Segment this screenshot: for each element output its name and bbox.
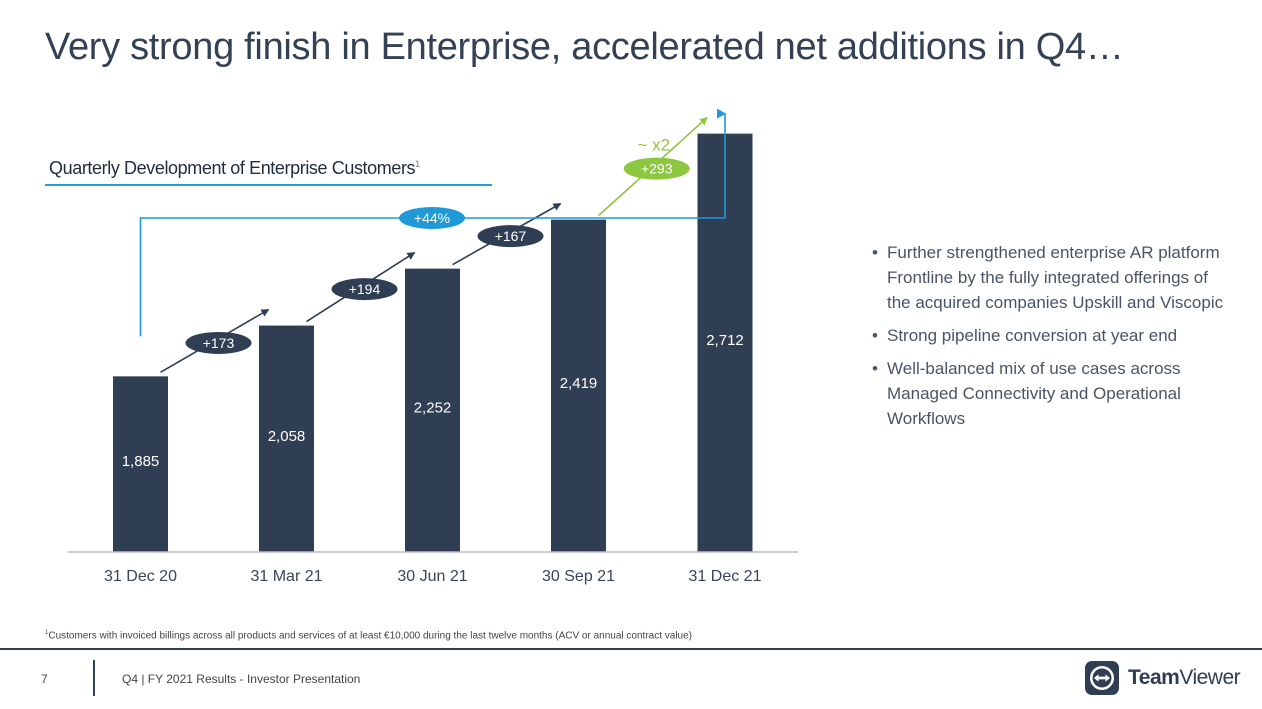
bar <box>405 268 460 552</box>
x-tick-label: 30 Jun 21 <box>397 568 467 585</box>
teamviewer-logo-icon <box>1085 661 1119 695</box>
bullet-item: Further strengthened enterprise AR platf… <box>870 240 1230 315</box>
x-tick-label: 31 Mar 21 <box>250 568 322 585</box>
data-label: 2,058 <box>268 428 306 445</box>
net-additions-badge <box>477 225 544 248</box>
footer-divider <box>0 648 1262 650</box>
data-label: 2,712 <box>706 332 744 349</box>
net-additions-label: +173 <box>203 335 235 351</box>
bar <box>551 219 606 552</box>
x-tick-label: 31 Dec 20 <box>104 568 177 585</box>
data-label: 2,419 <box>560 375 598 392</box>
logo-word-bold: Team <box>1128 666 1180 689</box>
logo-word-regular: Viewer <box>1179 666 1241 689</box>
bullet-item: Well-balanced mix of use cases across Ma… <box>870 356 1230 431</box>
growth-multiplier-label: ~ x2 <box>637 136 670 155</box>
logo-wordmark: TeamViewer <box>1128 666 1241 690</box>
footer-separator <box>93 660 95 696</box>
net-additions-badge <box>331 278 398 301</box>
chart-title-text: Quarterly Development of Enterprise Cust… <box>49 158 416 178</box>
footnote-ref: 1 <box>45 630 49 636</box>
net-additions-badge <box>185 331 252 354</box>
bullet-item: Strong pipeline conversion at year end <box>870 323 1230 348</box>
total-growth-label: +44% <box>414 210 450 226</box>
chart-title: Quarterly Development of Enterprise Cust… <box>49 158 420 179</box>
net-additions-label: +167 <box>495 228 527 244</box>
chart-title-underline <box>45 184 492 186</box>
total-growth-badge <box>399 207 465 229</box>
page-number: 7 <box>41 672 48 686</box>
x-tick-label: 30 Sep 21 <box>542 568 615 585</box>
net-additions-label: +293 <box>641 161 673 177</box>
data-label: 2,252 <box>414 399 452 416</box>
net-additions-badge <box>623 157 690 180</box>
net-additions-label: +194 <box>349 281 381 297</box>
bullet-list: Further strengthened enterprise AR platf… <box>870 240 1230 439</box>
x-tick-label: 31 Dec 21 <box>689 568 762 585</box>
footnote-text: Customers with invoiced billings across … <box>48 630 692 642</box>
footnote: 1Customers with invoiced billings across… <box>45 630 692 641</box>
data-label: 1,885 <box>122 453 160 470</box>
bar <box>113 376 168 552</box>
teamviewer-logo: TeamViewer <box>1084 660 1241 696</box>
chart-title-footnote-ref: 1 <box>415 159 420 169</box>
page-title: Very strong finish in Enterprise, accele… <box>45 26 1124 68</box>
footer-text: Q4 | FY 2021 Results - Investor Presenta… <box>122 672 361 686</box>
bar <box>259 325 314 552</box>
